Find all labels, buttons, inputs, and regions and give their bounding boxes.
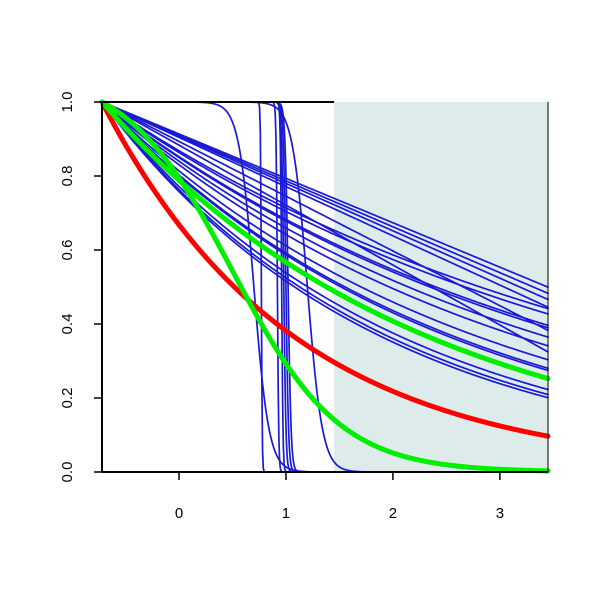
series-line-8: [101, 101, 549, 315]
shaded-region-layer: [334, 102, 548, 472]
y-tick-label: 0.0: [59, 462, 76, 483]
y-tick-label: 0.8: [59, 166, 76, 187]
series-line-2: [101, 101, 549, 295]
x-tick-label: 1: [282, 505, 290, 522]
x-tick-label: 2: [389, 505, 397, 522]
series-line-5: [101, 101, 549, 332]
x-tick-label: 0: [175, 505, 183, 522]
series-line-17: [101, 101, 549, 396]
shaded-region: [334, 102, 548, 472]
series-line-27: [99, 99, 551, 439]
y-tick-label: 0.6: [59, 240, 76, 261]
series-line-29: [99, 99, 551, 474]
series-line-7: [101, 101, 549, 310]
y-tick-label: 0.4: [59, 314, 76, 335]
series-line-10: [101, 101, 549, 329]
y-tick-label: 0.2: [59, 388, 76, 409]
x-tick-label: 3: [496, 505, 504, 522]
series-line-1: [101, 101, 549, 288]
y-tick-label: 1.0: [59, 92, 76, 113]
axes-layer: 0 1 2 3 0.0 0.2 0.4 0.6 0.8 1.0: [59, 92, 549, 522]
series-line-3: [101, 101, 549, 301]
series-line-12: [101, 101, 549, 347]
series-line-13: [101, 101, 549, 361]
series-line-18: [101, 101, 549, 399]
series-line-16: [101, 101, 549, 391]
series-line-11: [101, 101, 549, 338]
series-line-4: [101, 101, 549, 309]
